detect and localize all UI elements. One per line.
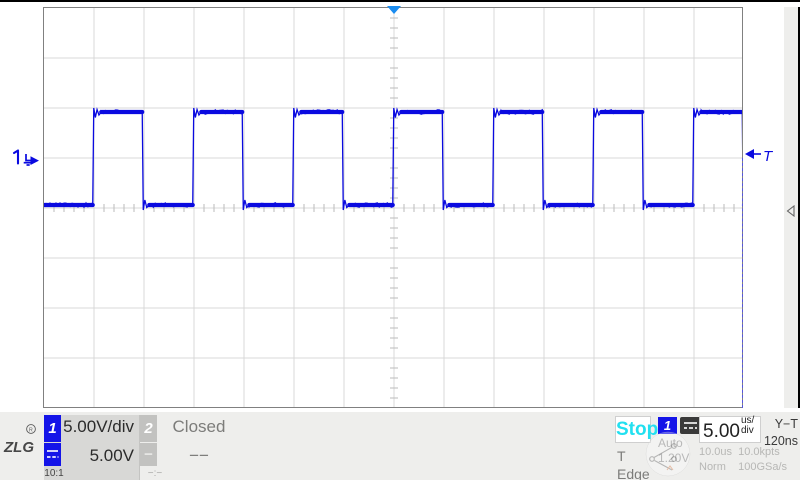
svg-text:T: T bbox=[763, 148, 774, 165]
svg-text:ZLG: ZLG bbox=[3, 439, 34, 456]
svg-text:R: R bbox=[29, 427, 33, 433]
